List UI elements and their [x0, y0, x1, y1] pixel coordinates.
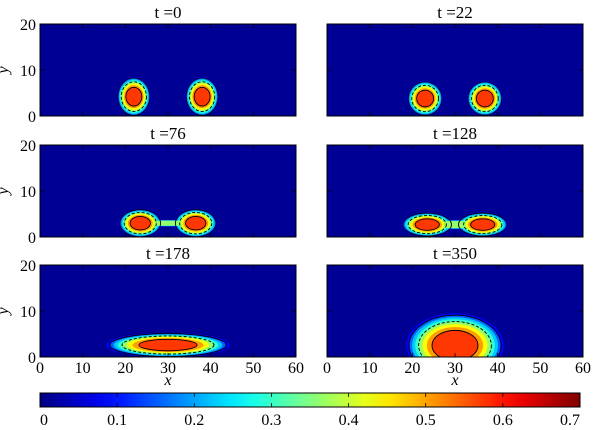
x-tick-label: 60 [575, 360, 591, 377]
contour-line [117, 77, 151, 116]
x-axis-label: x [450, 372, 458, 389]
contour-line [458, 212, 508, 237]
x-tick-label: 10 [75, 360, 91, 377]
contour-field [116, 76, 220, 116]
x-tick-label: 20 [404, 360, 420, 377]
contour-band [416, 90, 434, 107]
contour-line [193, 86, 211, 107]
y-axis-label: y [0, 66, 12, 76]
contour-line [471, 84, 499, 113]
contour-line [470, 218, 496, 231]
y-axis-label: y [0, 307, 12, 317]
contour-line [407, 81, 443, 116]
contour-band [125, 87, 142, 107]
panel-title: t =350 [433, 244, 477, 263]
contour-bridge [427, 221, 483, 228]
colorbar-tick-label: 0 [40, 412, 48, 429]
field-background [327, 24, 583, 116]
colorbar-tick-label: 0.3 [261, 412, 281, 429]
contour-line [475, 89, 494, 108]
panel-title: t =178 [146, 244, 190, 263]
contour-line [467, 81, 503, 116]
panel-5: t =178 0 10 20 y 0 10 20 30 40 50 60 x [0, 244, 304, 389]
y-tick-label: 0 [28, 109, 36, 126]
contour-band [415, 218, 440, 231]
field-background [40, 24, 296, 116]
contour-field [401, 212, 509, 237]
contour-line [407, 215, 447, 235]
contour-line [179, 212, 213, 235]
x-tick-label: 30 [160, 360, 176, 377]
y-tick-label: 20 [20, 17, 36, 34]
y-axis-label: y [0, 187, 12, 197]
y-tick-label: 0 [28, 350, 36, 367]
contour-line [138, 338, 198, 352]
contour-line [189, 81, 216, 112]
panel-2: t =22 [326, 3, 584, 117]
contour-band [130, 216, 151, 230]
x-tick-label: 0 [36, 360, 44, 377]
x-tick-label: 60 [288, 360, 304, 377]
colorbar-tick-label: 0.7 [560, 412, 580, 429]
panel-6: t =350 0 10 20 30 40 50 60 x [323, 244, 591, 389]
contour-line [121, 335, 215, 355]
contour-line [402, 212, 452, 237]
contour-line [129, 215, 151, 231]
y-tick-label: 0 [28, 230, 36, 247]
contour-line [414, 218, 440, 231]
panel-4: t =128 [326, 124, 584, 238]
panels: t =0 0 10 20 y t =22 t =76 0 10 20 y t =128 t =178 0 1… [0, 3, 591, 389]
contour-band [476, 90, 494, 107]
contour-bridge [140, 220, 196, 226]
contour-band [138, 339, 198, 351]
x-tick-label: 20 [117, 360, 133, 377]
contour-field [106, 332, 230, 357]
colorbar-tick-label: 0.5 [416, 412, 436, 429]
contour-line [411, 84, 439, 113]
x-tick-label: 50 [532, 360, 548, 377]
contour-line [463, 215, 503, 235]
colorbar-gradient [39, 392, 581, 408]
y-tick-label: 10 [20, 184, 36, 201]
contour-field [118, 208, 218, 237]
panel-3: t =76 0 10 20 y [0, 124, 297, 247]
panel-title: t =76 [150, 124, 186, 143]
panel-title: t =22 [437, 3, 473, 22]
contour-line [416, 89, 435, 108]
contour-line [120, 81, 147, 112]
colorbar-tick-label: 0.2 [184, 412, 204, 429]
contour-band [470, 218, 495, 231]
contour-line [123, 212, 157, 235]
x-tick-label: 10 [362, 360, 378, 377]
contour-line [125, 86, 143, 107]
panel-1: t =0 0 10 20 y [0, 3, 297, 126]
contour-line [185, 77, 219, 116]
y-tick-label: 20 [20, 258, 36, 275]
y-tick-label: 10 [20, 304, 36, 321]
x-axis-label: x [163, 372, 171, 389]
contour-line [431, 329, 479, 357]
contour-line [408, 314, 502, 357]
colorbar: 0 0.1 0.2 0.3 0.4 0.5 0.6 0.7 [39, 392, 581, 429]
x-tick-label: 40 [203, 360, 219, 377]
colorbar-tick-label: 0.6 [493, 412, 513, 429]
y-tick-label: 10 [20, 63, 36, 80]
x-tick-label: 50 [245, 360, 261, 377]
panel-title: t =128 [433, 124, 477, 143]
y-tick-label: 20 [20, 138, 36, 155]
contour-line [185, 215, 207, 231]
panel-title: t =0 [154, 3, 181, 22]
contour-line [418, 321, 492, 357]
x-tick-label: 40 [490, 360, 506, 377]
contour-band [432, 330, 478, 357]
colorbar-tick-label: 0.1 [107, 412, 127, 429]
x-tick-label: 0 [323, 360, 331, 377]
colorbar-tick-label: 0.4 [339, 412, 359, 429]
contour-field [407, 80, 503, 116]
x-tick-label: 30 [447, 360, 463, 377]
contour-field [406, 313, 504, 357]
contour-band [185, 216, 206, 230]
contour-band [194, 87, 211, 107]
